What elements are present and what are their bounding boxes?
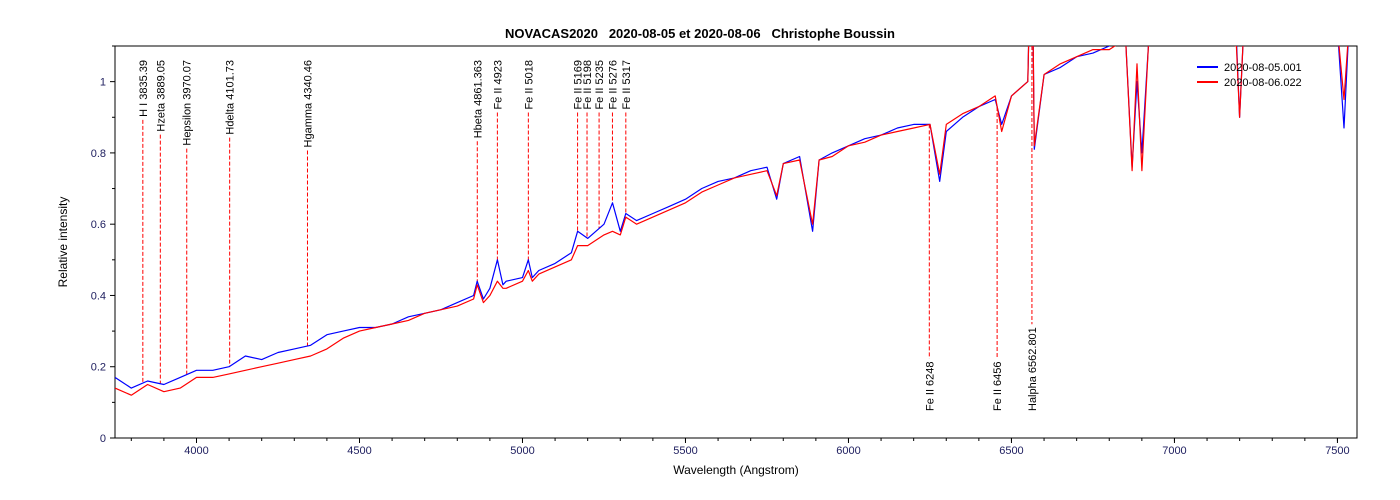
y-tick-label: 0 xyxy=(100,433,106,445)
y-tick-label: 0.2 xyxy=(91,362,106,374)
line-marker-label: Hdelta 4101.73 xyxy=(225,60,237,135)
line-markers: H I 3835.39 Hzeta 3889.05 Hepsilon 3970.07… xyxy=(138,46,1039,411)
legend: 2020-08-05.001 2020-08-06.022 xyxy=(1197,62,1302,89)
y-axis-label: Relative intensity xyxy=(56,197,70,288)
line-marker-label: Halpha 6562.801 xyxy=(1027,327,1039,411)
series-line-1 xyxy=(115,46,1349,396)
legend-entry: 2020-08-06.022 xyxy=(1224,77,1302,89)
line-marker-label: Hepsilon 3970.07 xyxy=(182,60,194,146)
line-marker-label: Fe II 5018 xyxy=(523,60,535,110)
x-tick-label: 5500 xyxy=(673,445,697,457)
y-tick-label: 0.4 xyxy=(91,290,106,302)
x-tick-label: 5000 xyxy=(510,445,534,457)
line-marker-label: Fe II 6248 xyxy=(924,361,936,411)
plot-area xyxy=(114,45,1358,439)
y-axis: 0 0.2 0.4 0.6 0.8 1 xyxy=(91,45,115,445)
y-tick-label: 1 xyxy=(100,77,106,89)
line-marker-label: Hzeta 3889.05 xyxy=(155,60,167,132)
line-marker-label: Fe II 6456 xyxy=(992,361,1004,411)
legend-entry: 2020-08-05.001 xyxy=(1224,62,1302,74)
line-marker-label: Fe II 4923 xyxy=(492,60,504,110)
x-tick-label: 4000 xyxy=(184,445,208,457)
y-tick-label: 0.8 xyxy=(91,148,106,160)
line-marker-label: Hbeta 4861.363 xyxy=(472,60,484,138)
x-tick-label: 6500 xyxy=(999,445,1023,457)
x-tick-label: 7000 xyxy=(1162,445,1186,457)
line-marker-label: Fe II 5276 xyxy=(607,60,619,110)
line-marker-label: H I 3835.39 xyxy=(138,60,150,117)
chart-title: NOVACAS2020 2020-08-05 et 2020-08-06 Chr… xyxy=(505,26,895,41)
series-line-0 xyxy=(115,46,1349,389)
line-marker-label: Fe II 5317 xyxy=(621,60,633,110)
x-tick-label: 6000 xyxy=(836,445,860,457)
x-axis: 4000 4500 5000 5500 6000 6500 7000 7500 xyxy=(130,438,1350,457)
line-marker-label: Hgamma 4340.46 xyxy=(302,60,314,147)
line-marker-label: Fe II 5235 xyxy=(594,60,606,110)
x-tick-label: 4500 xyxy=(347,445,371,457)
series-group xyxy=(115,46,1349,396)
x-tick-label: 7500 xyxy=(1325,445,1349,457)
line-marker-label: Fe II 5169 xyxy=(573,60,585,110)
x-axis-label: Wavelength (Angstrom) xyxy=(673,463,799,477)
y-tick-label: 0.6 xyxy=(91,219,106,231)
line-marker-label: Fe II 5198 xyxy=(582,60,594,110)
